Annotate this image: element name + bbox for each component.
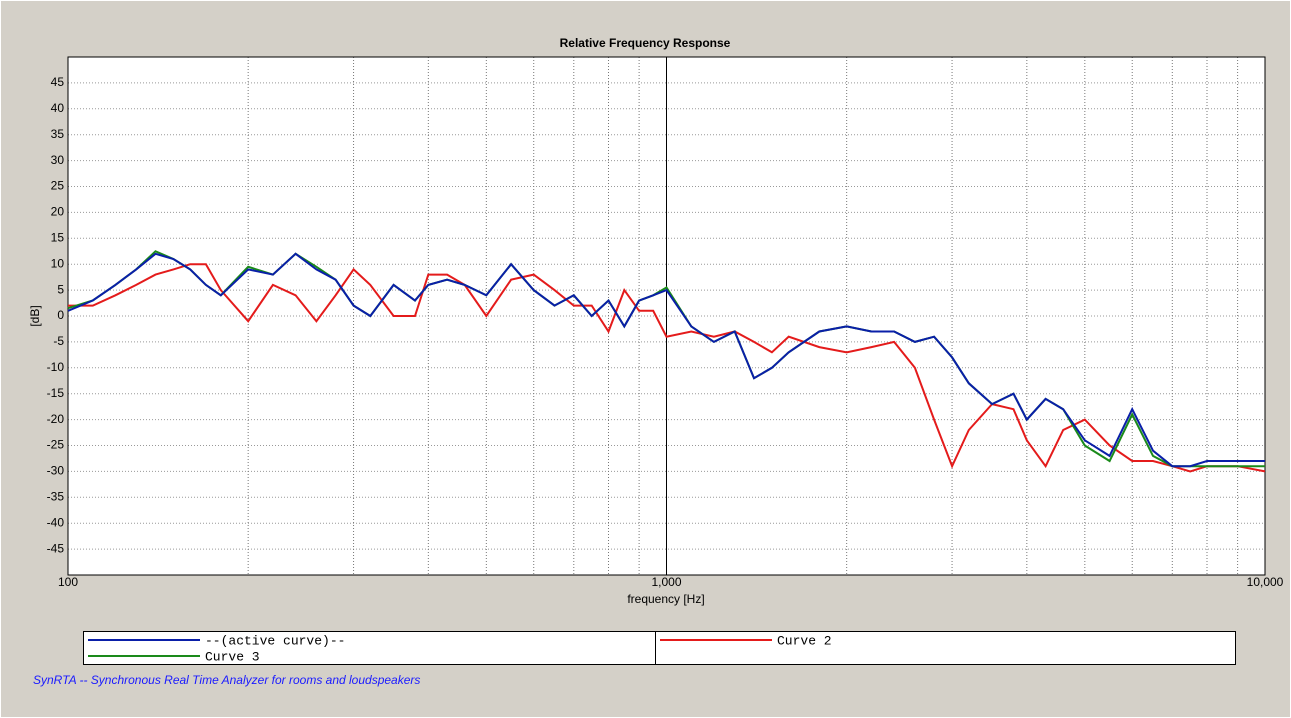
y-tick-label: 30 [51,153,65,167]
series-line [68,263,1266,473]
y-tick-label: 20 [51,205,65,219]
x-axis-label: frequency [Hz] [627,592,704,606]
footer: SynRTA -- Synchronous Real Time Analyzer… [33,673,420,687]
y-tick-label: 45 [51,75,65,89]
y-tick-label: 5 [57,282,64,296]
y-tick-label: -15 [47,386,65,400]
y-tick-label: -5 [53,334,64,348]
y-tick-label: -45 [47,541,65,555]
x-tick-label: 100 [58,575,78,589]
y-tick-label: 25 [51,179,65,193]
y-tick-label: 15 [51,230,65,244]
legend-label: Curve 2 [777,633,832,648]
y-axis-label: [dB] [28,305,42,326]
y-tick-label: 35 [51,127,65,141]
y-tick-label: 0 [57,308,64,322]
plot-frame [67,56,1266,576]
y-tick-label: 10 [51,256,65,270]
series-line [67,252,1265,468]
y-tick-label: -30 [47,464,65,478]
legend-label: Curve 3 [205,649,260,664]
y-tick-label: 40 [51,101,65,115]
legend-label: --(active curve)-- [205,633,345,648]
chart-title: Relative Frequency Response [560,36,731,50]
y-tick-label: -35 [47,489,65,503]
y-tick-label: -10 [47,360,65,374]
y-tick-label: -40 [47,515,65,529]
y-tick-label: -25 [47,438,65,452]
legend [83,631,1236,665]
y-tick-label: -20 [47,412,65,426]
x-tick-label: 10,000 [1247,575,1284,589]
x-tick-label: 1,000 [651,575,681,589]
